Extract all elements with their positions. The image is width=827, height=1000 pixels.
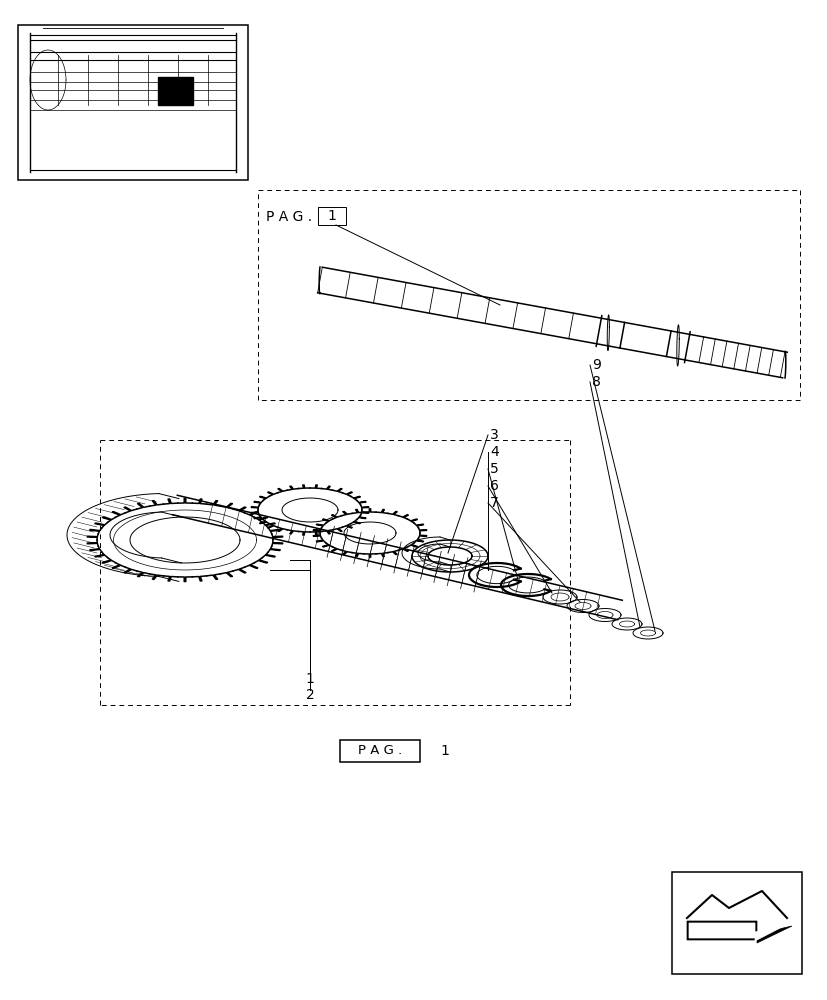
Text: P A G .: P A G . [265,210,312,224]
Bar [672,872,801,974]
Text: 2: 2 [305,688,314,702]
Text: 9: 9 [591,358,600,372]
Text: 1: 1 [305,672,314,686]
Text: 1: 1 [327,209,336,223]
Bar [18,25,248,180]
Text: 5: 5 [490,462,498,476]
Bar [158,77,193,105]
Text: P A G .: P A G . [357,744,402,758]
Polygon shape [686,921,791,943]
Polygon shape [688,923,783,941]
Text: 4: 4 [490,445,498,459]
Text: 7: 7 [490,496,498,510]
Text: 1: 1 [439,744,448,758]
Text: 3: 3 [490,428,498,442]
Bar [340,740,419,762]
Text: 6: 6 [490,479,499,493]
Bar [318,207,346,225]
Text: 8: 8 [591,375,600,389]
